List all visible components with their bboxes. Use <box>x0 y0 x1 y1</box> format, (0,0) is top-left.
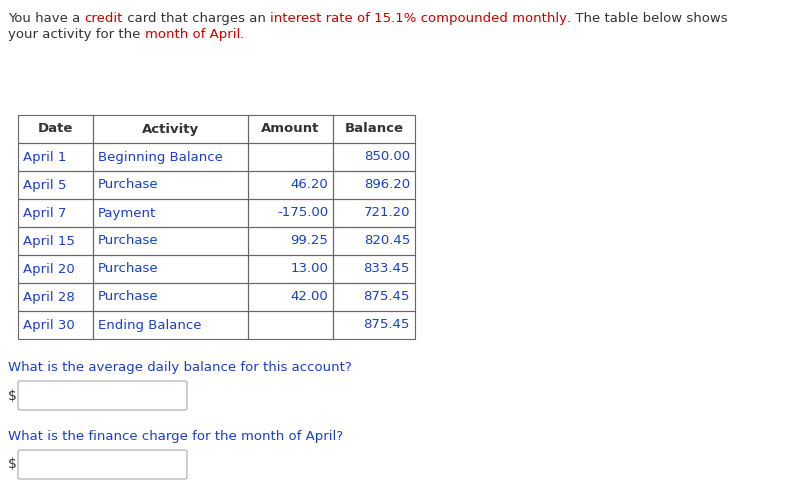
Text: April 15: April 15 <box>23 235 75 247</box>
Bar <box>248 171 333 199</box>
Bar <box>333 227 415 255</box>
Bar <box>18 255 93 283</box>
Bar <box>93 255 248 283</box>
Text: Date: Date <box>38 122 73 136</box>
Text: 896.20: 896.20 <box>364 179 410 191</box>
Bar <box>18 311 93 339</box>
Bar <box>248 143 333 171</box>
Bar <box>93 199 248 227</box>
Text: 13.00: 13.00 <box>290 263 328 276</box>
Bar <box>333 255 415 283</box>
Bar <box>248 227 333 255</box>
Bar <box>93 283 248 311</box>
Text: 46.20: 46.20 <box>290 179 328 191</box>
Bar <box>333 311 415 339</box>
Bar <box>18 171 93 199</box>
Bar <box>248 115 333 143</box>
Text: April 30: April 30 <box>23 319 75 331</box>
Text: $: $ <box>8 388 17 403</box>
Text: 875.45: 875.45 <box>364 290 410 304</box>
Bar <box>248 283 333 311</box>
Bar <box>93 143 248 171</box>
Text: April 20: April 20 <box>23 263 75 276</box>
Text: $: $ <box>8 458 17 471</box>
Bar <box>248 311 333 339</box>
Bar <box>333 171 415 199</box>
Text: Purchase: Purchase <box>98 290 159 304</box>
Bar <box>93 115 248 143</box>
Text: April 7: April 7 <box>23 206 67 220</box>
Bar <box>18 283 93 311</box>
Text: April 5: April 5 <box>23 179 67 191</box>
Text: card that charges an: card that charges an <box>123 12 270 25</box>
Text: Amount: Amount <box>262 122 320 136</box>
Bar <box>93 227 248 255</box>
Text: Activity: Activity <box>142 122 199 136</box>
Bar <box>18 227 93 255</box>
Text: Balance: Balance <box>344 122 404 136</box>
Bar <box>333 283 415 311</box>
Text: 721.20: 721.20 <box>363 206 410 220</box>
Text: Purchase: Purchase <box>98 235 159 247</box>
Bar <box>248 199 333 227</box>
Text: Purchase: Purchase <box>98 263 159 276</box>
Text: Purchase: Purchase <box>98 179 159 191</box>
Bar <box>93 311 248 339</box>
Text: Beginning Balance: Beginning Balance <box>98 150 223 163</box>
Text: 875.45: 875.45 <box>364 319 410 331</box>
Bar <box>248 255 333 283</box>
Text: April 28: April 28 <box>23 290 75 304</box>
FancyBboxPatch shape <box>18 381 187 410</box>
Bar <box>18 199 93 227</box>
Text: Ending Balance: Ending Balance <box>98 319 201 331</box>
Text: your activity for the: your activity for the <box>8 28 144 41</box>
Bar <box>333 199 415 227</box>
Bar <box>18 115 93 143</box>
Bar <box>18 143 93 171</box>
Text: 42.00: 42.00 <box>290 290 328 304</box>
Text: 99.25: 99.25 <box>290 235 328 247</box>
Text: 850.00: 850.00 <box>364 150 410 163</box>
Text: What is the finance charge for the month of April?: What is the finance charge for the month… <box>8 430 343 443</box>
Text: 820.45: 820.45 <box>364 235 410 247</box>
Text: month of April: month of April <box>144 28 239 41</box>
Bar <box>333 143 415 171</box>
Text: credit: credit <box>85 12 123 25</box>
Text: 833.45: 833.45 <box>364 263 410 276</box>
Text: interest rate of 15.1% compounded monthly: interest rate of 15.1% compounded monthl… <box>270 12 567 25</box>
Text: .: . <box>239 28 244 41</box>
Text: -175.00: -175.00 <box>277 206 328 220</box>
Bar <box>93 171 248 199</box>
Text: You have a: You have a <box>8 12 85 25</box>
FancyBboxPatch shape <box>18 450 187 479</box>
Bar <box>333 115 415 143</box>
Text: April 1: April 1 <box>23 150 67 163</box>
Text: Payment: Payment <box>98 206 156 220</box>
Text: What is the average daily balance for this account?: What is the average daily balance for th… <box>8 361 352 374</box>
Text: . The table below shows: . The table below shows <box>567 12 728 25</box>
